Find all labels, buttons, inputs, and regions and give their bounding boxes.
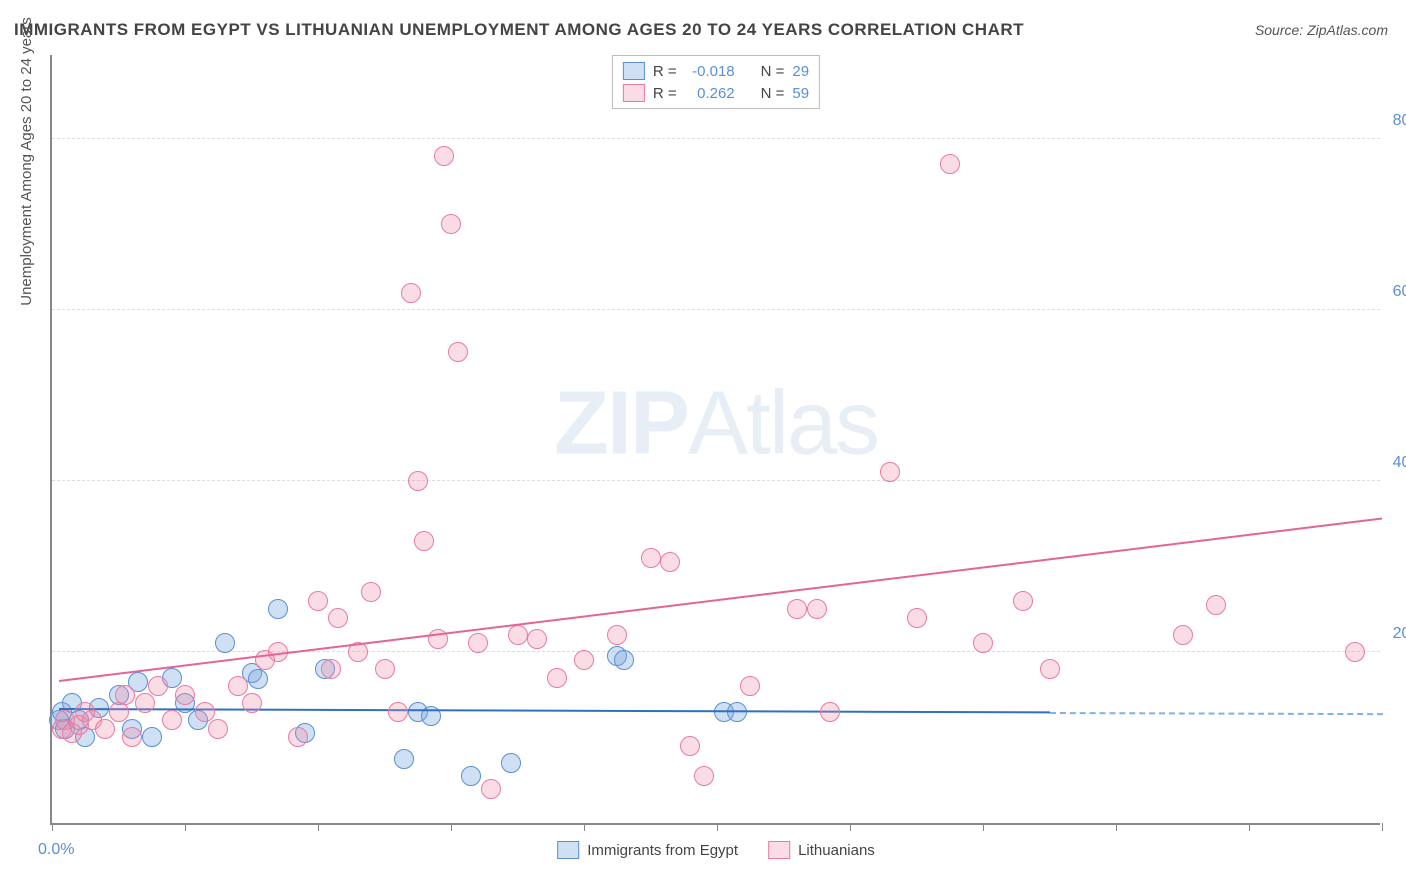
data-point [820, 702, 840, 722]
data-point [940, 154, 960, 174]
data-point [547, 668, 567, 688]
data-point [228, 676, 248, 696]
data-point [401, 283, 421, 303]
data-point [614, 650, 634, 670]
data-point [740, 676, 760, 696]
data-point [973, 633, 993, 653]
data-point [787, 599, 807, 619]
data-point [1173, 625, 1193, 645]
x-tick [451, 823, 452, 831]
data-point [680, 736, 700, 756]
data-point [242, 693, 262, 713]
data-point [115, 685, 135, 705]
chart-container: IMMIGRANTS FROM EGYPT VS LITHUANIAN UNEM… [0, 0, 1406, 892]
legend-swatch-icon [768, 841, 790, 859]
data-point [162, 710, 182, 730]
data-point [175, 685, 195, 705]
data-point [248, 669, 268, 689]
data-point [574, 650, 594, 670]
gridline [52, 309, 1380, 310]
chart-title: IMMIGRANTS FROM EGYPT VS LITHUANIAN UNEM… [14, 20, 1024, 40]
legend-swatch-icon [623, 62, 645, 80]
data-point [607, 625, 627, 645]
data-point [527, 629, 547, 649]
legend-item: Lithuanians [768, 841, 875, 859]
x-tick [717, 823, 718, 831]
data-point [361, 582, 381, 602]
y-tick-label: 20.0% [1393, 625, 1406, 643]
x-tick [1249, 823, 1250, 831]
data-point [461, 766, 481, 786]
data-point [1040, 659, 1060, 679]
data-point [468, 633, 488, 653]
gridline [52, 480, 1380, 481]
data-point [321, 659, 341, 679]
source-label: Source: ZipAtlas.com [1255, 22, 1388, 38]
data-point [1206, 595, 1226, 615]
data-point [135, 693, 155, 713]
data-point [109, 702, 129, 722]
gridline [52, 138, 1380, 139]
x-tick [185, 823, 186, 831]
data-point [641, 548, 661, 568]
legend-swatch-icon [623, 84, 645, 102]
data-point [414, 531, 434, 551]
legend-swatch-icon [557, 841, 579, 859]
trend-line-extrapolation [1049, 712, 1382, 715]
data-point [694, 766, 714, 786]
x-tick [1382, 823, 1383, 831]
data-point [195, 702, 215, 722]
data-point [807, 599, 827, 619]
data-point [408, 471, 428, 491]
data-point [148, 676, 168, 696]
data-point [481, 779, 501, 799]
x-tick [52, 823, 53, 831]
data-point [122, 727, 142, 747]
data-point [308, 591, 328, 611]
data-point [508, 625, 528, 645]
data-point [215, 633, 235, 653]
data-point [328, 608, 348, 628]
x-tick [1116, 823, 1117, 831]
x-tick [850, 823, 851, 831]
legend-row: R = -0.018 N = 29 [623, 60, 809, 82]
data-point [268, 599, 288, 619]
series-legend: Immigrants from Egypt Lithuanians [557, 841, 875, 859]
x-tick [584, 823, 585, 831]
y-tick-label: 40.0% [1393, 454, 1406, 472]
data-point [388, 702, 408, 722]
x-tick [983, 823, 984, 831]
data-point [501, 753, 521, 773]
trend-line [59, 517, 1383, 682]
data-point [375, 659, 395, 679]
legend-item: Immigrants from Egypt [557, 841, 738, 859]
data-point [394, 749, 414, 769]
legend-row: R = 0.262 N = 59 [623, 82, 809, 104]
data-point [441, 214, 461, 234]
data-point [660, 552, 680, 572]
watermark: ZIPAtlas [554, 372, 878, 475]
data-point [434, 146, 454, 166]
data-point [907, 608, 927, 628]
data-point [95, 719, 115, 739]
y-tick-label: 80.0% [1393, 112, 1406, 130]
x-tick [318, 823, 319, 831]
data-point [1013, 591, 1033, 611]
data-point [448, 342, 468, 362]
data-point [142, 727, 162, 747]
plot-area: ZIPAtlas R = -0.018 N = 29 R = 0.262 N =… [50, 55, 1380, 825]
correlation-legend: R = -0.018 N = 29 R = 0.262 N = 59 [612, 55, 820, 109]
data-point [288, 727, 308, 747]
data-point [880, 462, 900, 482]
y-tick-label: 60.0% [1393, 283, 1406, 301]
gridline [52, 651, 1380, 652]
data-point [208, 719, 228, 739]
data-point [1345, 642, 1365, 662]
x-axis-min-label: 0.0% [38, 841, 74, 859]
y-axis-label: Unemployment Among Ages 20 to 24 years [18, 17, 35, 306]
